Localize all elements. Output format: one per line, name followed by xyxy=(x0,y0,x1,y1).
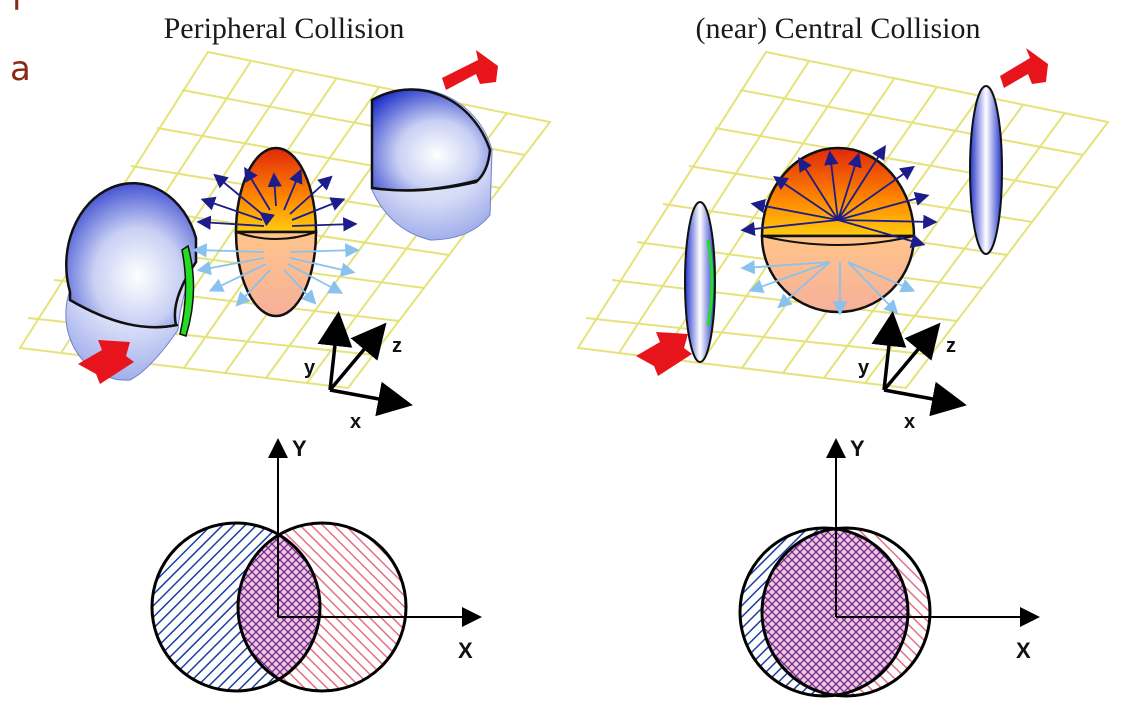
flow-arrows-upper xyxy=(196,166,358,232)
flow-arrows-lower xyxy=(192,243,360,307)
axis-label-y: y xyxy=(304,357,316,379)
central-overlap-2d: Y X xyxy=(738,436,1040,698)
clipped-letter-a: a xyxy=(10,49,31,89)
flow-arrows-upper xyxy=(740,144,938,248)
round-fireball xyxy=(760,146,916,314)
axis-label-y: y xyxy=(858,357,870,379)
axis-label-z: z xyxy=(946,335,956,357)
axis-label-Y: Y xyxy=(850,436,865,461)
beam-arrow-lower-left xyxy=(78,340,134,384)
axis-label-X: X xyxy=(458,638,473,663)
central-collision-3d: y z x xyxy=(576,48,1110,433)
peripheral-collision-3d: y z x xyxy=(18,50,552,433)
beam-arrow-lower-left xyxy=(636,332,692,376)
axis-label-X: X xyxy=(1016,638,1031,663)
axis-label-z: z xyxy=(392,335,402,357)
overlap-region xyxy=(238,523,320,691)
flow-arrows-lower xyxy=(740,260,916,316)
axes-3d-right: y z x xyxy=(858,311,967,433)
panel-title-peripheral: Peripheral Collision xyxy=(164,12,405,45)
spectator-ring-left xyxy=(684,201,716,363)
axis-label-x: x xyxy=(904,411,915,433)
axis-label-Y: Y xyxy=(292,436,307,461)
overlap-region xyxy=(762,528,908,696)
clipped-letter-l: l xyxy=(12,0,21,19)
axis-label-x: x xyxy=(350,411,361,433)
spectator-ring-right xyxy=(969,85,1003,255)
panel-title-central: (near) Central Collision xyxy=(696,12,981,45)
axes-3d-left: y z x xyxy=(304,311,413,433)
left-nucleus xyxy=(65,181,198,381)
beam-arrow-upper-right xyxy=(1000,48,1048,88)
right-nucleus xyxy=(370,88,493,241)
peripheral-overlap-2d: Y X xyxy=(150,436,482,693)
beam-arrow-upper-right xyxy=(442,50,498,90)
